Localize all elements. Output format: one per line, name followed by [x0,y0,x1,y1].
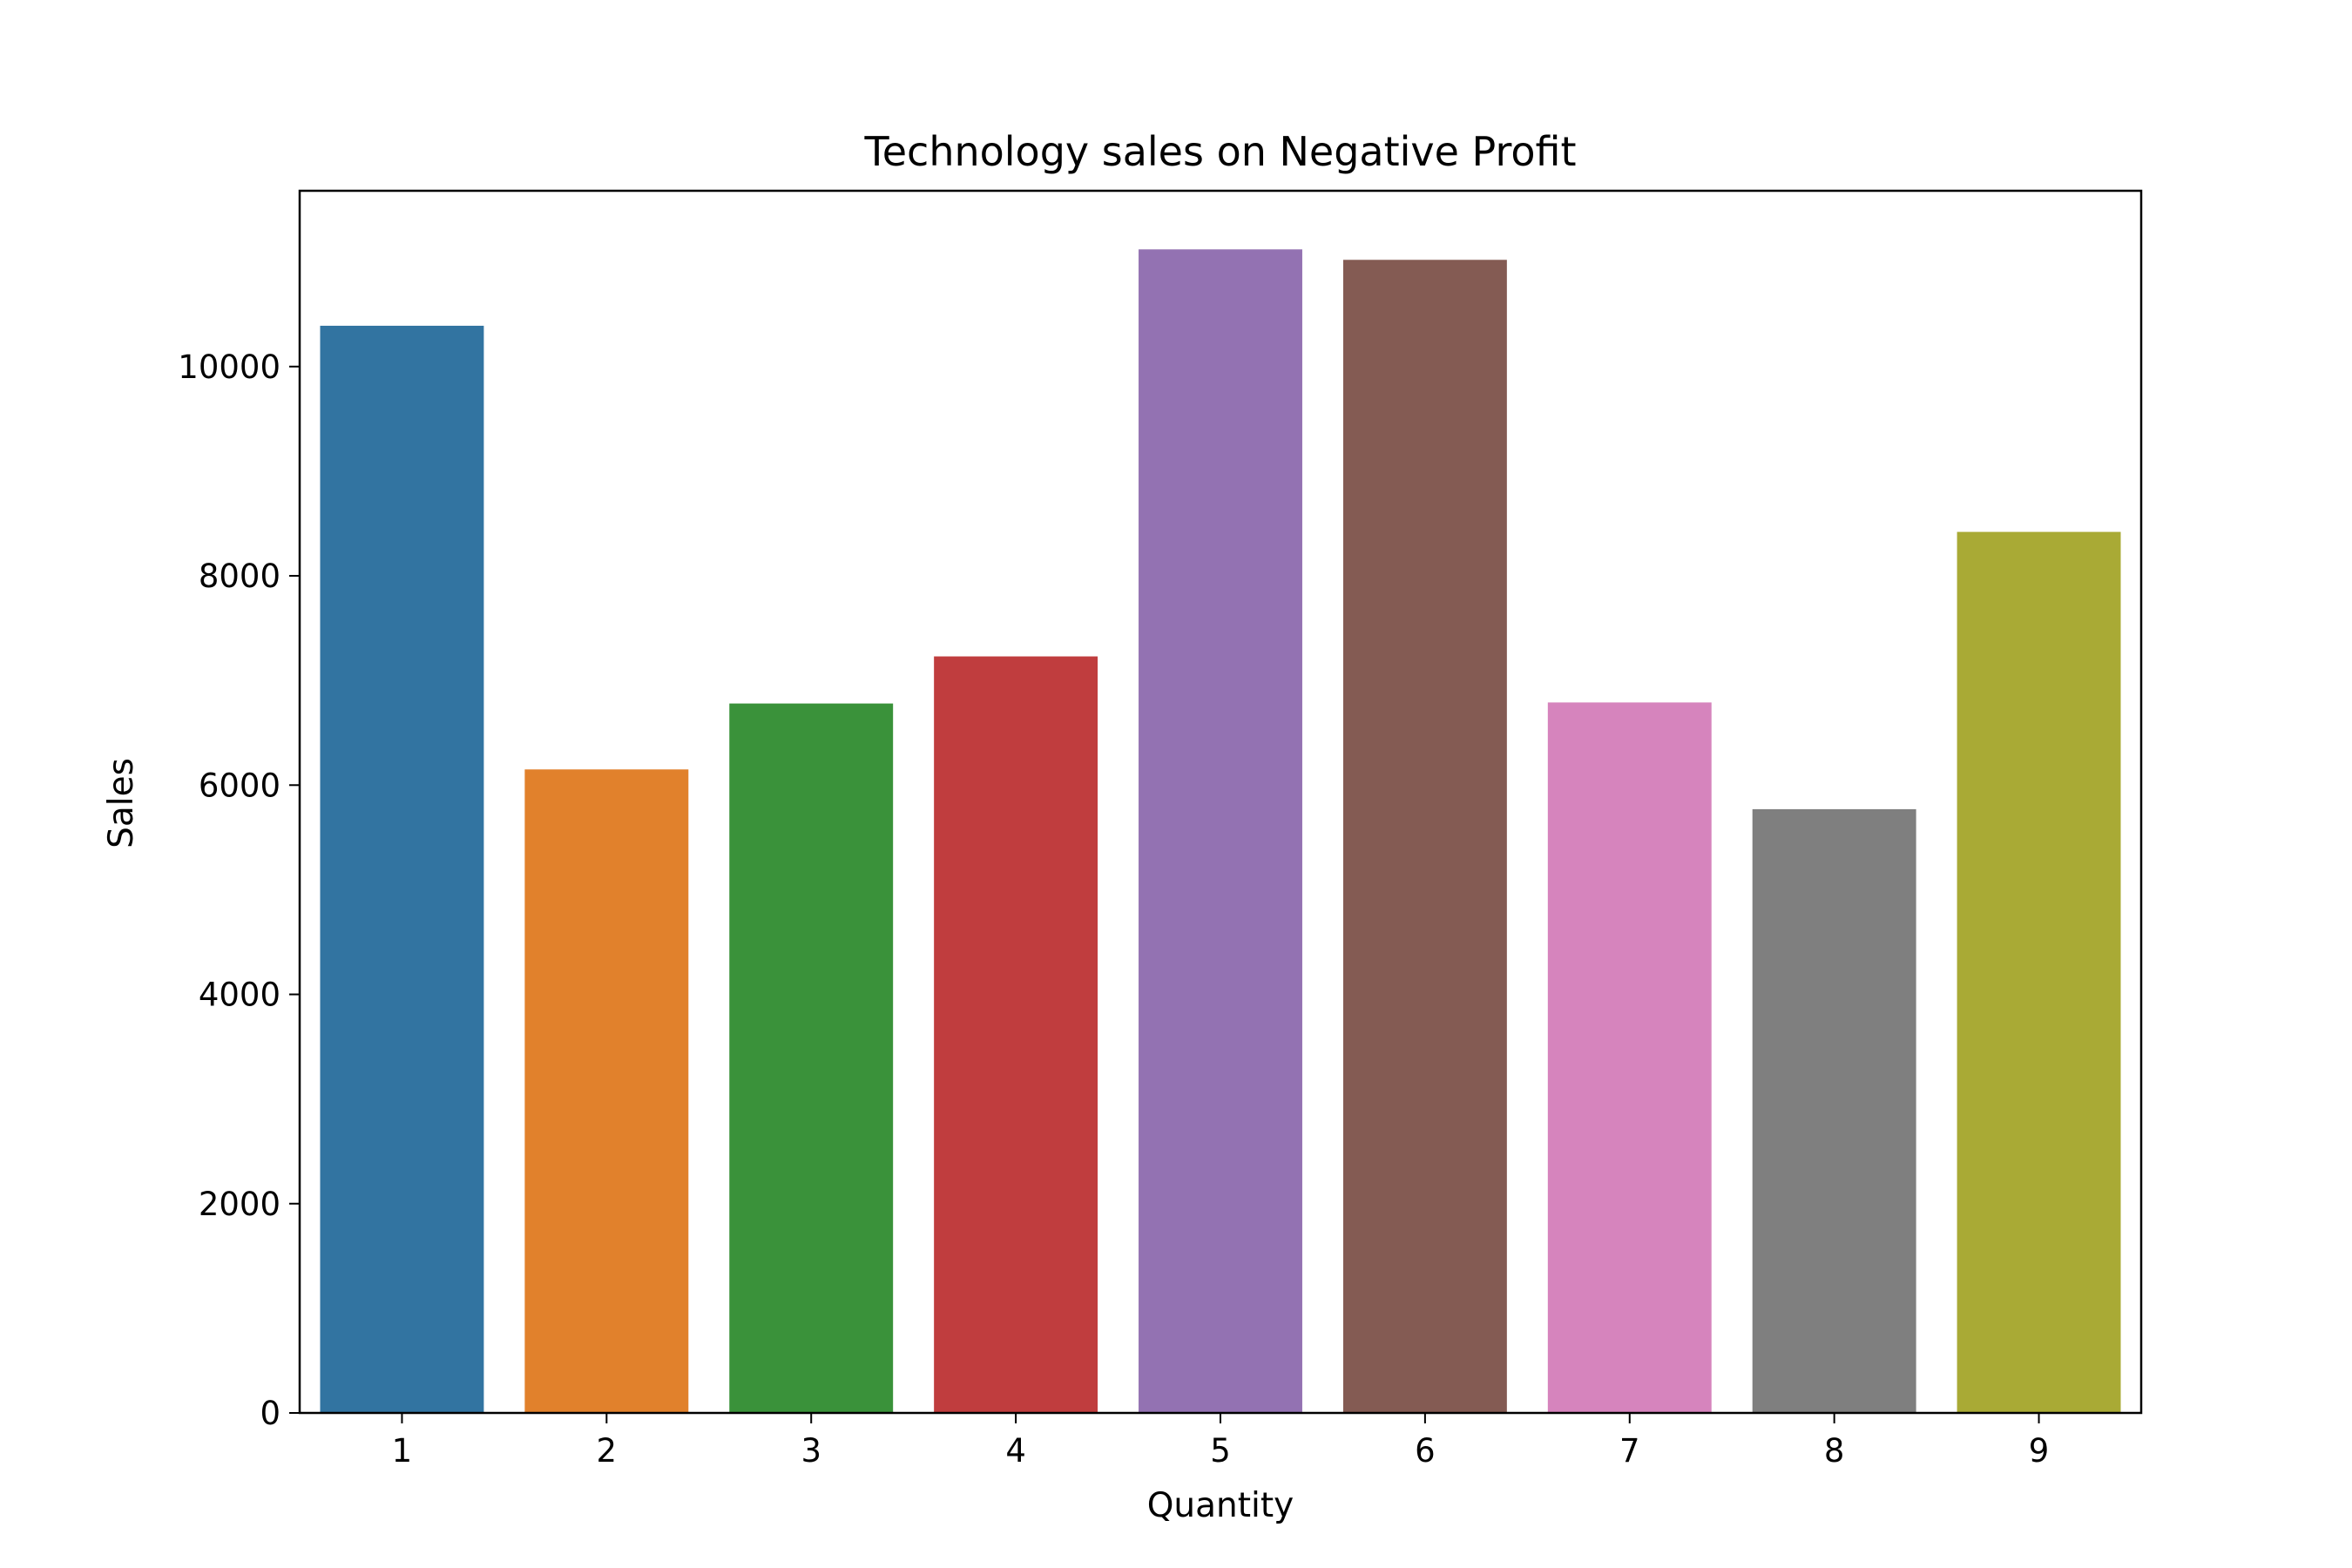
chart-title: Technology sales on Negative Profit [863,128,1576,175]
y-tick-label: 2000 [199,1186,280,1223]
y-axis-ticks: 0 2000 4000 6000 8000 10000 [178,348,300,1432]
bar-9 [1957,531,2121,1413]
x-tick-label: 1 [392,1432,413,1470]
y-tick-label: 4000 [199,977,280,1014]
x-axis-ticks: 1 2 3 4 5 6 7 8 9 [392,1413,2050,1470]
bar-8 [1752,808,1916,1413]
x-tick-label: 4 [1005,1432,1026,1470]
plot-frame [298,189,2143,1415]
bar-6 [1342,260,1507,1414]
bar-4 [934,656,1098,1413]
bar-1 [320,325,484,1414]
x-tick-label: 8 [1824,1432,1845,1470]
x-axis-label: Quantity [1147,1486,1294,1525]
y-tick-label: 8000 [199,558,280,595]
x-tick-label: 3 [801,1432,821,1470]
x-tick-label: 2 [597,1432,618,1470]
x-tick-label: 6 [1415,1432,1436,1470]
y-tick-label: 6000 [199,767,280,804]
bar-2 [524,769,689,1413]
y-tick-label: 10000 [178,348,280,386]
bar-3 [729,703,894,1413]
x-tick-label: 9 [2029,1432,2050,1470]
bars-group [320,249,2121,1414]
y-tick-label: 0 [260,1395,280,1432]
bar-5 [1139,249,1302,1414]
y-axis-label: Sales [102,758,141,848]
bar-7 [1547,702,1712,1413]
x-tick-label: 7 [1619,1432,1640,1470]
x-tick-label: 5 [1210,1432,1231,1470]
